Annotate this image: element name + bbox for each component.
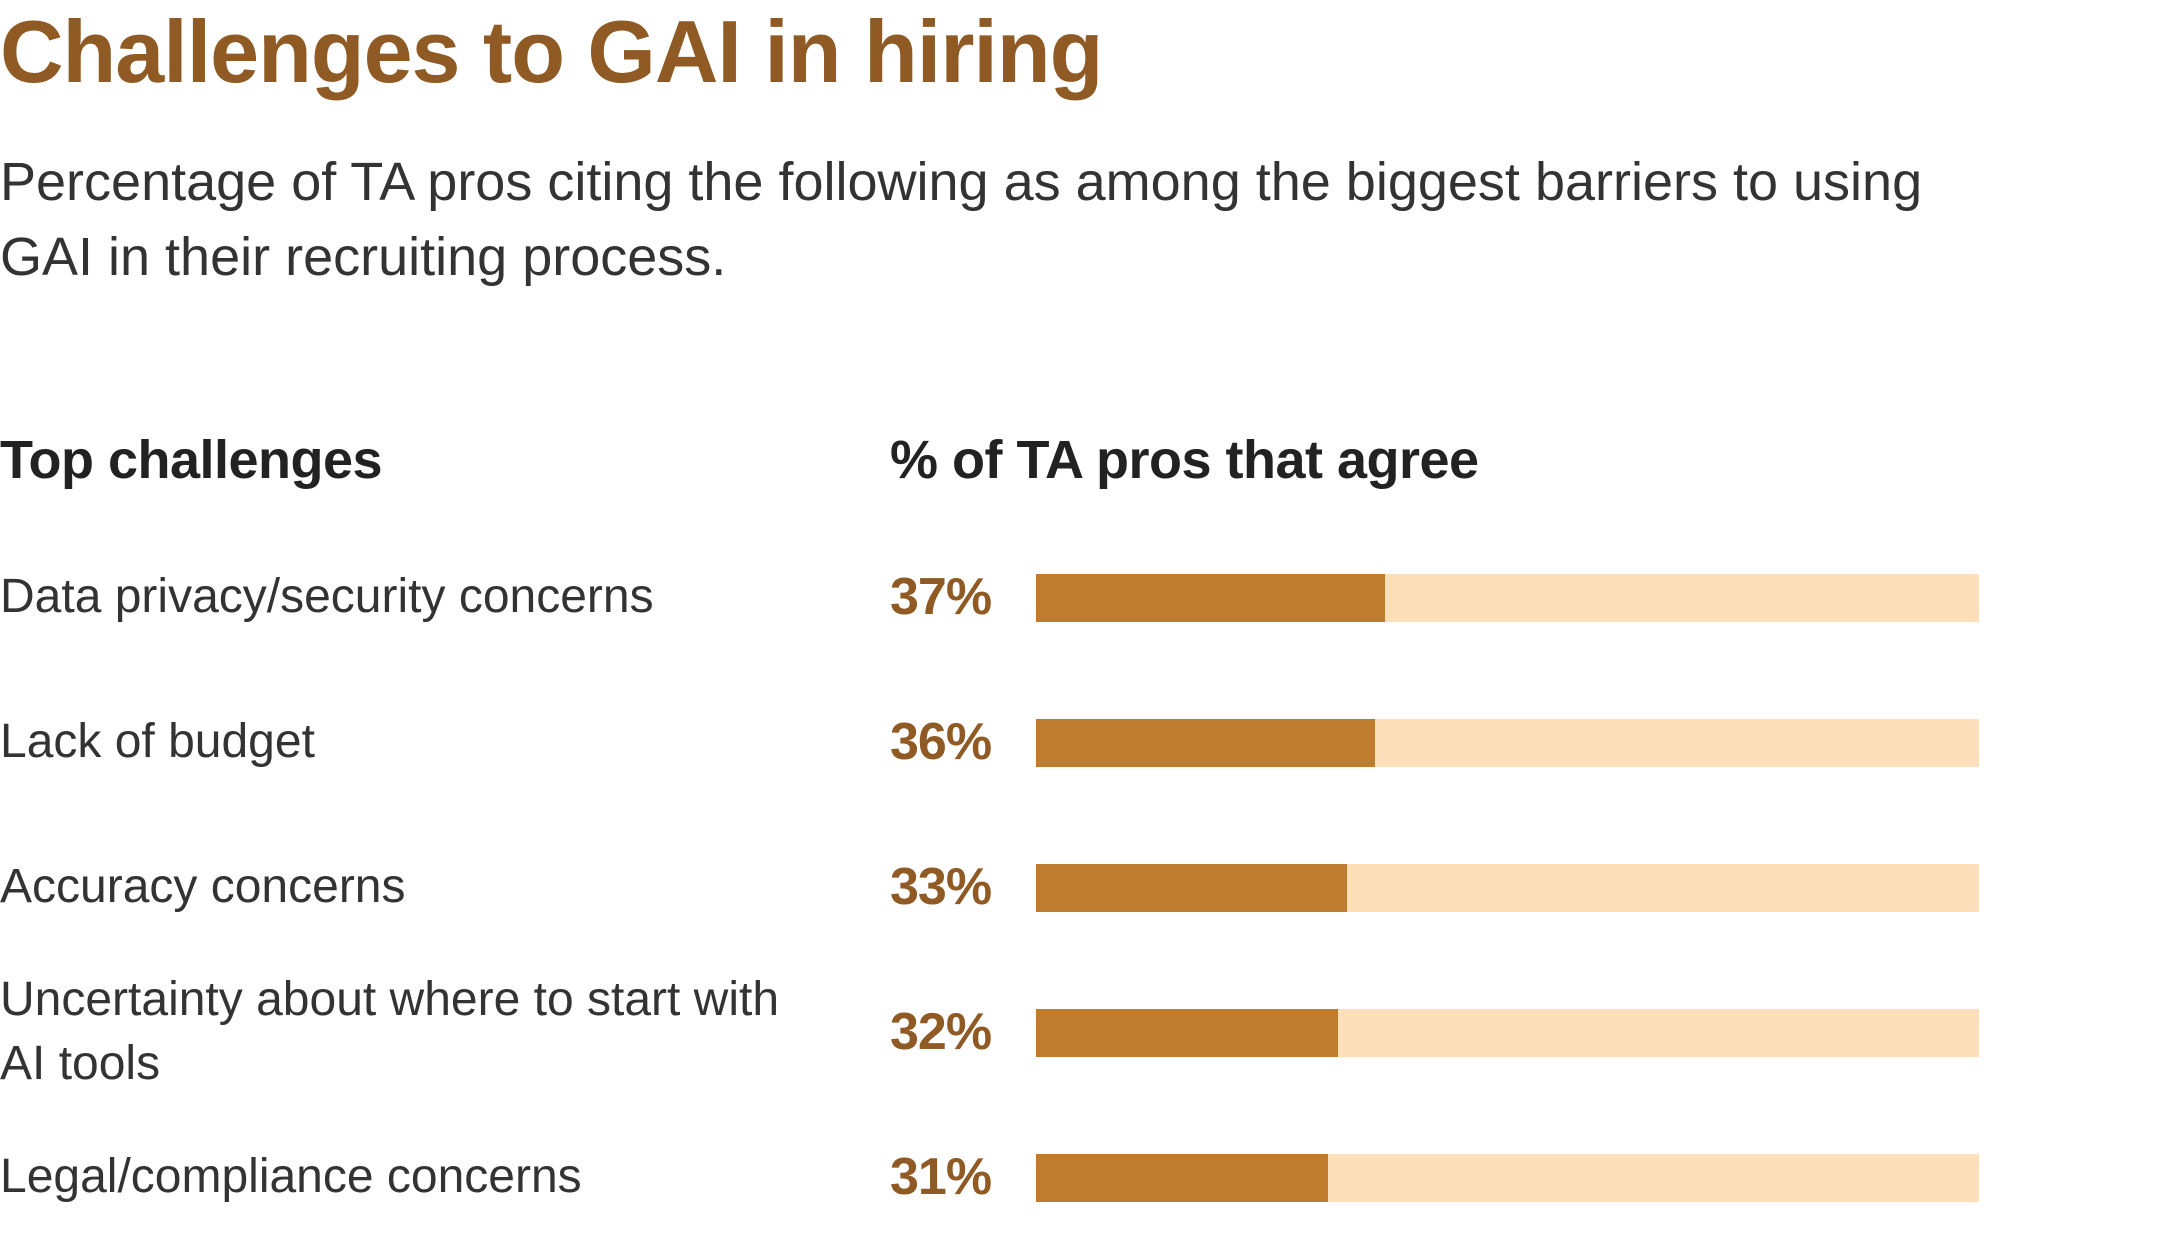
category-label: Lack of budget <box>0 715 315 768</box>
bar-track <box>1036 864 1979 912</box>
bar-track <box>1036 1009 1979 1057</box>
data-label: 36% <box>890 713 992 771</box>
bar <box>1036 1009 1338 1057</box>
chart-row: Legal/compliance concerns 31% <box>0 1105 2175 1249</box>
column-header-challenges: Top challenges <box>0 430 383 490</box>
bar <box>1036 864 1348 912</box>
category-label: Uncertainty about where to start with AI… <box>0 973 780 1090</box>
category-label: Accuracy concerns <box>0 860 406 913</box>
bar <box>1036 574 1385 622</box>
chart-row: Lack of budget 36% <box>0 670 2175 814</box>
data-label: 31% <box>890 1148 992 1206</box>
bar-track <box>1036 1154 1979 1202</box>
column-header-percent: % of TA pros that agree <box>890 430 1479 490</box>
chart-title: Challenges to GAI in hiring <box>0 2 1103 101</box>
data-label: 32% <box>890 1003 992 1061</box>
bar <box>1036 719 1376 767</box>
data-label: 37% <box>890 568 992 626</box>
chart-row: Uncertainty about where to start with AI… <box>0 960 2175 1104</box>
chart-subtitle: Percentage of TA pros citing the followi… <box>0 152 1923 287</box>
chart-row: Accuracy concerns 33% <box>0 815 2175 959</box>
data-label: 33% <box>890 858 992 916</box>
bar <box>1036 1154 1329 1202</box>
bar-track <box>1036 719 1979 767</box>
chart-row: Data privacy/security concerns 37% <box>0 525 2175 669</box>
category-label: Legal/compliance concerns <box>0 1150 582 1203</box>
category-label: Data privacy/security concerns <box>0 570 654 623</box>
bar-track <box>1036 574 1979 622</box>
